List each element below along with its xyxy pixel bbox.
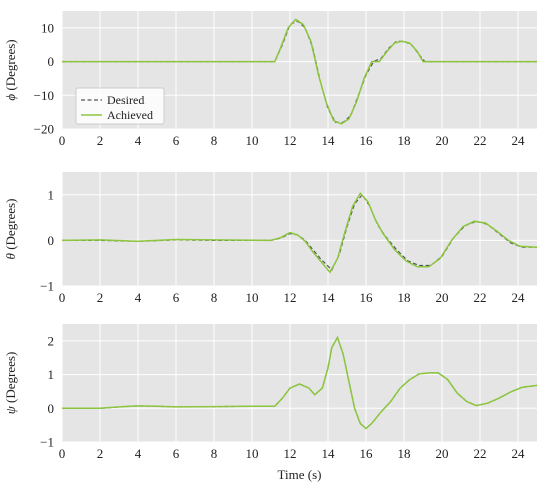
psi-ytick-label: 0	[48, 401, 55, 416]
psi-xtick-label: 18	[398, 446, 411, 461]
x-axis-label: Time (s)	[278, 467, 322, 482]
theta-xtick-label: 14	[322, 290, 336, 305]
phi-ytick-label: −20	[34, 122, 54, 137]
theta-xtick-label: 10	[246, 290, 259, 305]
theta-xtick-label: 2	[97, 290, 104, 305]
phi-xtick-label: 18	[398, 133, 411, 148]
psi-xtick-label: 12	[284, 446, 297, 461]
psi-xtick-label: 16	[360, 446, 374, 461]
psi-xtick-label: 20	[436, 446, 449, 461]
theta-ytick-label: 0	[48, 233, 55, 248]
phi-xtick-label: 8	[211, 133, 218, 148]
psi-xtick-label: 6	[173, 446, 180, 461]
theta-xtick-label: 20	[436, 290, 449, 305]
phi-ytick-label: 10	[41, 20, 54, 35]
phi-xtick-label: 24	[512, 133, 526, 148]
theta-y-axis-unit: (Degrees)	[3, 199, 18, 254]
psi-y-axis-unit: (Degrees)	[3, 352, 18, 407]
phi-ytick-label: −10	[34, 88, 54, 103]
phi-xtick-label: 0	[59, 133, 66, 148]
psi-y-axis-symbol: ψ	[3, 405, 18, 414]
theta-series-achieved	[61, 192, 538, 274]
phi-xtick-label: 22	[474, 133, 487, 148]
psi-xtick-label: 10	[246, 446, 259, 461]
psi-xtick-label: 24	[512, 446, 526, 461]
psi-ytick-label: 2	[48, 333, 55, 348]
theta-xtick-label: 6	[173, 290, 180, 305]
theta-y-axis-symbol: θ	[3, 252, 18, 259]
psi-xtick-label: 14	[322, 446, 336, 461]
phi-xtick-label: 6	[173, 133, 180, 148]
phi-xtick-label: 4	[135, 133, 142, 148]
phi-xtick-label: 14	[322, 133, 336, 148]
phi-ytick-label: 0	[48, 54, 55, 69]
theta-xtick-label: 22	[474, 290, 487, 305]
phi-y-axis-unit: (Degrees)	[3, 39, 18, 94]
psi-plot-area	[62, 324, 537, 442]
theta-xtick-label: 12	[284, 290, 297, 305]
psi-y-axis-label: ψ (Degrees)	[3, 352, 18, 415]
theta-xtick-label: 16	[360, 290, 374, 305]
legend-label-achieved: Achieved	[107, 108, 153, 122]
theta-xtick-label: 8	[211, 290, 218, 305]
theta-ytick-label: −1	[40, 279, 54, 294]
phi-xtick-label: 2	[97, 133, 104, 148]
phi-xtick-label: 16	[360, 133, 374, 148]
psi-series-achieved	[62, 335, 538, 430]
phi-y-axis-label: ϕ (Degrees)	[3, 39, 18, 100]
legend-label-desired: Desired	[107, 93, 144, 107]
theta-y-axis-label: θ (Degrees)	[3, 199, 18, 260]
psi-xtick-label: 8	[211, 446, 218, 461]
phi-y-axis-symbol: ϕ	[3, 94, 18, 101]
psi-ytick-label: 1	[48, 367, 55, 382]
theta-plot-area	[62, 172, 537, 286]
theta-xtick-label: 4	[135, 290, 142, 305]
phi-xtick-label: 10	[246, 133, 259, 148]
phi-xtick-label: 20	[436, 133, 449, 148]
phi-series-achieved	[62, 18, 537, 125]
psi-xtick-label: 22	[474, 446, 487, 461]
theta-xtick-label: 24	[512, 290, 526, 305]
psi-xtick-label: 0	[59, 446, 66, 461]
psi-ytick-label: −1	[40, 435, 54, 450]
theta-xtick-label: 18	[398, 290, 411, 305]
psi-xtick-label: 4	[135, 446, 142, 461]
theta-xtick-label: 0	[59, 290, 66, 305]
phi-xtick-label: 12	[284, 133, 297, 148]
psi-xtick-label: 2	[97, 446, 104, 461]
theta-ytick-label: 1	[48, 187, 55, 202]
